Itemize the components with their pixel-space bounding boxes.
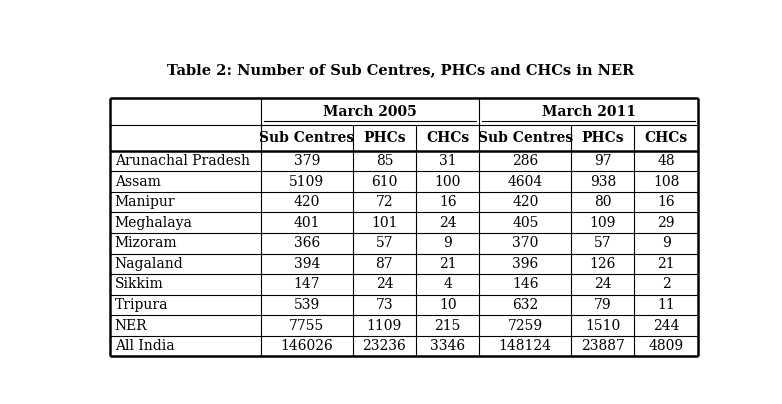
Text: PHCs: PHCs [363,131,406,145]
Text: 1510: 1510 [585,319,620,332]
Text: 109: 109 [590,216,616,230]
Text: 2: 2 [662,278,670,291]
Text: 396: 396 [512,257,538,271]
Text: 23236: 23236 [363,339,407,353]
Text: 126: 126 [590,257,616,271]
Text: 539: 539 [294,298,320,312]
Text: 24: 24 [439,216,457,230]
Text: 29: 29 [658,216,675,230]
Text: Table 2: Number of Sub Centres, PHCs and CHCs in NER: Table 2: Number of Sub Centres, PHCs and… [167,63,634,77]
Text: Arunachal Pradesh: Arunachal Pradesh [115,154,249,168]
Text: 420: 420 [512,195,539,209]
Text: 9: 9 [662,236,670,250]
Text: 11: 11 [657,298,675,312]
Text: Nagaland: Nagaland [115,257,184,271]
Text: 31: 31 [439,154,457,168]
Text: 147: 147 [293,278,320,291]
Text: Tripura: Tripura [115,298,168,312]
Text: 97: 97 [594,154,612,168]
Text: 146026: 146026 [281,339,333,353]
Text: 16: 16 [658,195,675,209]
Text: 10: 10 [439,298,457,312]
Text: 85: 85 [375,154,393,168]
Text: 108: 108 [653,175,680,189]
Text: 72: 72 [375,195,393,209]
Text: 244: 244 [653,319,680,332]
Text: 21: 21 [439,257,457,271]
Text: 401: 401 [293,216,320,230]
Text: Assam: Assam [115,175,160,189]
Text: CHCs: CHCs [426,131,469,145]
Text: 79: 79 [594,298,612,312]
Text: Manipur: Manipur [115,195,175,209]
Text: 87: 87 [375,257,393,271]
Text: NER: NER [115,319,147,332]
Text: 57: 57 [594,236,612,250]
Text: 73: 73 [375,298,393,312]
Text: 21: 21 [658,257,675,271]
Text: 48: 48 [658,154,675,168]
Text: Sikkim: Sikkim [115,278,163,291]
Text: 405: 405 [512,216,539,230]
Text: 366: 366 [294,236,320,250]
Text: 24: 24 [594,278,612,291]
Text: 420: 420 [294,195,320,209]
Text: 4809: 4809 [648,339,683,353]
Text: 5109: 5109 [289,175,325,189]
Text: 23887: 23887 [581,339,625,353]
Text: March 2011: March 2011 [541,105,636,119]
Text: Sub Centres: Sub Centres [478,131,573,145]
Text: 7755: 7755 [289,319,325,332]
Text: 7259: 7259 [508,319,543,332]
Text: 57: 57 [375,236,393,250]
Text: CHCs: CHCs [644,131,687,145]
Text: All India: All India [115,339,174,353]
Text: 4604: 4604 [508,175,543,189]
Text: 146: 146 [512,278,539,291]
Text: March 2005: March 2005 [323,105,417,119]
Text: 610: 610 [371,175,397,189]
Text: 370: 370 [512,236,539,250]
Text: 148124: 148124 [499,339,552,353]
Text: 100: 100 [435,175,461,189]
Text: Meghalaya: Meghalaya [115,216,192,230]
Text: 24: 24 [375,278,393,291]
Text: 80: 80 [594,195,612,209]
Text: 938: 938 [590,175,616,189]
Text: PHCs: PHCs [582,131,624,145]
Text: 394: 394 [294,257,320,271]
Text: 286: 286 [512,154,538,168]
Text: 9: 9 [443,236,452,250]
Text: 16: 16 [439,195,457,209]
Text: 3346: 3346 [430,339,465,353]
Text: 632: 632 [512,298,538,312]
Text: 4: 4 [443,278,452,291]
Text: 379: 379 [294,154,320,168]
Text: 215: 215 [435,319,461,332]
Text: 101: 101 [371,216,398,230]
Text: 1109: 1109 [367,319,402,332]
Text: Mizoram: Mizoram [115,236,178,250]
Text: Sub Centres: Sub Centres [259,131,354,145]
